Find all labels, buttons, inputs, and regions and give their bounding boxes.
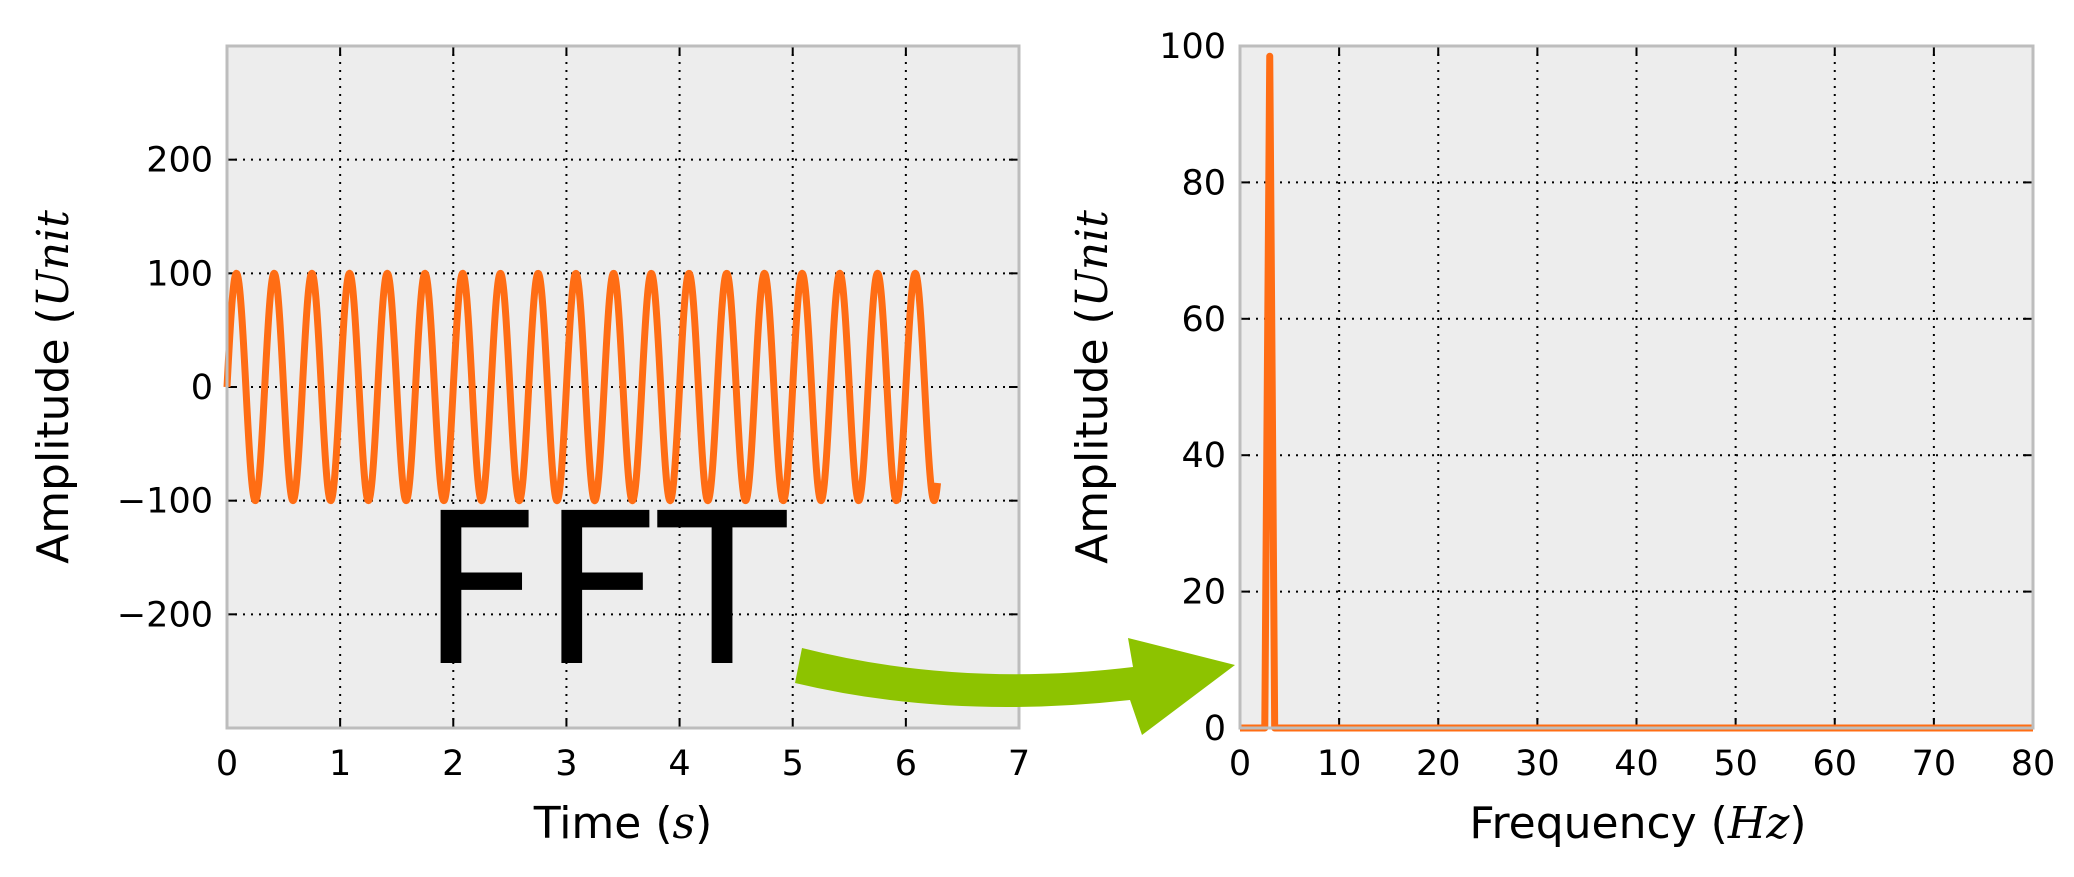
plot-frame [1238, 44, 2035, 730]
y-tick-labels: 200 100 0 −100 −200 [117, 141, 213, 636]
x-tick-label: 40 [1614, 744, 1659, 784]
x-axis-label: Frequency (Hz) [1469, 798, 1806, 849]
fft-label: FFT [420, 468, 787, 713]
x-tick-label: 5 [782, 744, 804, 784]
x-tick-label: 1 [329, 744, 351, 784]
sine-series-line [223, 269, 942, 505]
time-domain-plot: 0 1 2 3 4 5 6 7 200 100 0 −100 −200 Time (s) Amplit… [28, 44, 1030, 849]
plot-background [1240, 46, 2033, 728]
gridlines [227, 46, 1019, 728]
x-tick-label: 2 [442, 744, 464, 784]
x-tick-label: 0 [216, 744, 238, 784]
fft-arrow-icon [795, 638, 1235, 735]
x-tick-label: 0 [1229, 744, 1251, 784]
y-tick-label: 200 [146, 141, 213, 181]
plot-frame [225, 44, 1021, 730]
x-tick-label: 50 [1713, 744, 1758, 784]
y-tick-label: 100 [146, 254, 213, 294]
y-tick-labels: 0 20 40 60 80 100 [1159, 27, 1226, 749]
x-tick-label: 7 [1008, 744, 1030, 784]
y-tick-label: −200 [117, 595, 213, 635]
x-tick-label: 80 [2011, 744, 2056, 784]
y-tick-label: −100 [117, 482, 213, 522]
y-tick-label: 0 [1204, 709, 1226, 749]
x-tick-label: 10 [1317, 744, 1362, 784]
y-tick-label: 100 [1159, 27, 1226, 67]
x-tick-label: 3 [555, 744, 577, 784]
x-tick-label: 30 [1515, 744, 1560, 784]
y-tick-label: 60 [1181, 300, 1226, 340]
x-axis-label: Time (s) [533, 798, 713, 849]
x-tick-labels: 0 10 20 30 40 50 60 70 80 [1229, 744, 2055, 784]
x-tick-label: 20 [1416, 744, 1461, 784]
y-tick-label: 20 [1181, 573, 1226, 613]
y-tick-label: 80 [1181, 163, 1226, 203]
x-tick-label: 60 [1812, 744, 1857, 784]
y-axis-label: Amplitude (Unit [1067, 210, 1118, 564]
y-axis-label: Amplitude (Unit [28, 210, 79, 564]
fft-annotation: FFT [420, 468, 1235, 735]
gridlines [1240, 46, 2033, 728]
x-tick-label: 70 [1912, 744, 1957, 784]
y-tick-label: 40 [1181, 436, 1226, 476]
x-tick-label: 4 [668, 744, 690, 784]
frequency-domain-plot: 0 10 20 30 40 50 60 70 80 0 20 40 60 80 100 Frequency… [1067, 27, 2055, 849]
x-tick-labels: 0 1 2 3 4 5 6 7 [216, 744, 1030, 784]
y-tick-label: 0 [191, 368, 213, 408]
x-tick-label: 6 [895, 744, 917, 784]
